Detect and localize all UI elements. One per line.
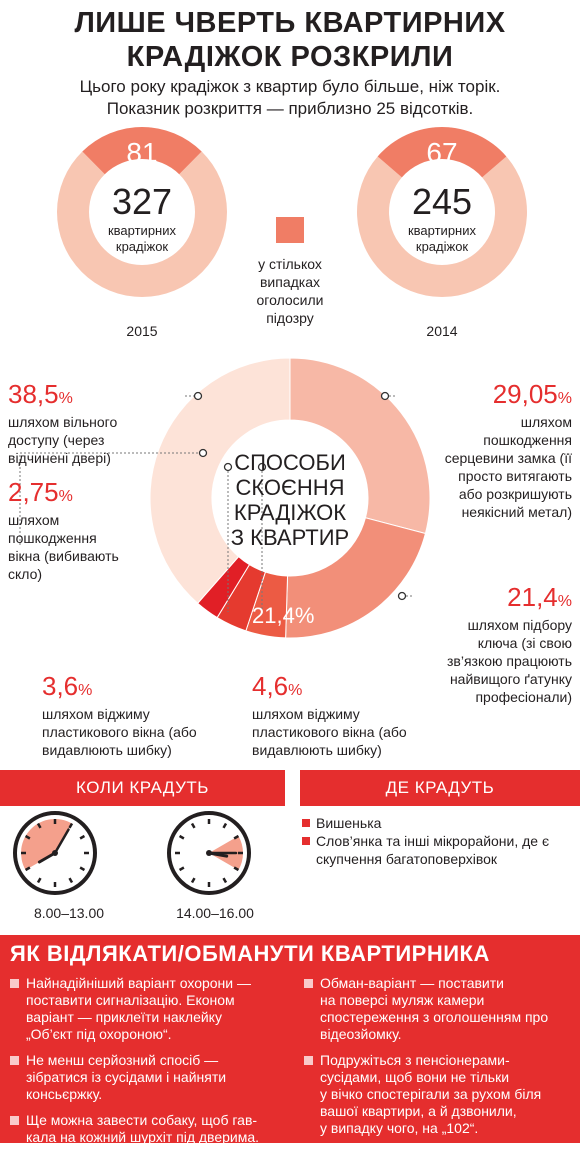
donut-2014 bbox=[357, 126, 527, 297]
clock-tick bbox=[190, 877, 196, 884]
tip-item: Обман-варіант — поставити на поверсі муля… bbox=[302, 975, 564, 1043]
tips-right-column: Обман-варіант — поставити на поверсі муля… bbox=[302, 975, 564, 1146]
leader-dot bbox=[397, 591, 407, 601]
tips-left-column: Найнадійніший варіант охорони — поставити… bbox=[8, 975, 270, 1155]
suspected-2015: 81 bbox=[126, 137, 158, 168]
page-title-line1: ЛИШЕ ЧВЕРТЬ КВАРТИРНИХ bbox=[74, 7, 506, 39]
bullet-icon bbox=[302, 837, 310, 845]
clock-tick bbox=[222, 877, 228, 884]
subtitle-line2: Показник розкриття — приблизно 25 відсот… bbox=[106, 99, 474, 118]
method-key-picking: 21,4% шляхом підбору ключа (зі свою зв’я… bbox=[447, 582, 572, 705]
clock-minute-hand bbox=[53, 828, 70, 855]
where-item: Слов’янка та інші мікрорайони, де є скуп… bbox=[302, 832, 572, 868]
label-2015: квартирних крадіжок bbox=[107, 223, 176, 254]
clock-time-range bbox=[20, 819, 73, 870]
bullet-icon bbox=[304, 979, 313, 988]
clock-tick bbox=[233, 834, 240, 840]
clock-tick bbox=[24, 834, 31, 840]
subtitle-line1: Цього року крадіжок з квартир було більш… bbox=[79, 77, 501, 96]
donut-remainder-segment bbox=[357, 156, 527, 297]
leader-dot bbox=[223, 462, 233, 472]
tips-panel: ЯК ВІДЛЯКАТИ/ОБМАНУТИ КВАРТИРНИКА Найнад… bbox=[0, 935, 580, 1146]
method-window-press-4-6: 4,6% шляхом віджиму пластикового вікна (… bbox=[252, 671, 407, 758]
methods-donut bbox=[149, 357, 431, 639]
method-window-break: 2,75% шляхом пошкодження вікна (вибивают… bbox=[8, 477, 119, 582]
method-segment bbox=[285, 517, 427, 639]
total-2014: 245 bbox=[411, 181, 473, 222]
clock-tick bbox=[190, 822, 196, 829]
when-header: КОЛИ КРАДУТЬ bbox=[0, 770, 285, 806]
donut-suspected-segment bbox=[82, 126, 202, 175]
clock-tick bbox=[24, 866, 31, 872]
label-2014: квартирних крадіжок bbox=[407, 223, 476, 254]
method-segment bbox=[289, 357, 431, 535]
clock-tick bbox=[36, 822, 42, 829]
bullet-icon bbox=[10, 1056, 19, 1065]
legend-label: у стількох випадках оголосили підозру bbox=[256, 256, 324, 326]
leader-dot bbox=[380, 391, 390, 401]
clocks bbox=[13, 811, 251, 895]
clock-tick bbox=[79, 866, 86, 872]
tip-item: Найнадійніший варіант охорони — поставити… bbox=[8, 975, 270, 1043]
tips-title: ЯК ВІДЛЯКАТИ/ОБМАНУТИ КВАРТИРНИКА bbox=[10, 941, 490, 966]
where-item: Вишенька bbox=[302, 814, 572, 832]
tip-item: Ще можна завести собаку, щоб гав-кала на… bbox=[8, 1112, 270, 1146]
bullet-icon bbox=[10, 979, 19, 988]
where-header: ДЕ КРАДУТЬ bbox=[300, 770, 580, 806]
bullet-icon bbox=[302, 819, 310, 827]
where-list: Вишенька Слов’янка та інші мікрорайони, … bbox=[302, 814, 572, 868]
inner-label: 21,4% bbox=[252, 603, 315, 628]
bullet-icon bbox=[304, 1056, 313, 1065]
page-title-line2: КРАДІЖОК РОЗКРИЛИ bbox=[126, 41, 454, 73]
clock-tick bbox=[233, 866, 240, 872]
clock-tick bbox=[178, 866, 185, 872]
leader-line bbox=[19, 452, 203, 545]
clock-tick bbox=[36, 877, 42, 884]
year-2014: 2014 bbox=[426, 323, 458, 339]
donut-suspected-segment bbox=[377, 126, 507, 178]
bullet-icon bbox=[10, 1116, 19, 1125]
methods-title: СПОСОБИ СКОЄННЯ КРАДІЖОК З КВАРТИР bbox=[230, 450, 350, 550]
clock-tick bbox=[222, 822, 228, 829]
method-free-access: 38,5% шляхом вільного доступу (через від… bbox=[8, 379, 118, 466]
leader-dot bbox=[193, 391, 203, 401]
legend-swatch bbox=[276, 217, 304, 243]
donut-2015 bbox=[57, 126, 227, 297]
time-range-afternoon: 14.00–16.00 bbox=[176, 905, 254, 921]
clock-tick bbox=[79, 834, 86, 840]
tip-item: Подружіться з пенсіонерами-сусідами, щоб… bbox=[302, 1052, 564, 1137]
donut-remainder-segment bbox=[57, 151, 227, 297]
tip-item: Не менш серйозний спосіб — зібратися із с… bbox=[8, 1052, 270, 1103]
method-window-press-3-6: 3,6% шляхом віджиму пластикового вікна (… bbox=[42, 671, 197, 758]
page-subtitle: Цього року крадіжок з квартир було більш… bbox=[0, 76, 580, 120]
leader-dot bbox=[257, 462, 267, 472]
total-2015: 327 bbox=[111, 181, 173, 222]
clock-tick bbox=[68, 822, 74, 829]
method-lock-damage: 29,05% шляхом пошкодження серцевини замк… bbox=[444, 379, 572, 520]
clock-tick bbox=[68, 877, 74, 884]
clock-center bbox=[52, 850, 58, 856]
clock-tick bbox=[178, 834, 185, 840]
time-range-morning: 8.00–13.00 bbox=[33, 905, 105, 921]
suspected-2014: 67 bbox=[426, 137, 458, 168]
leader-dot bbox=[198, 448, 208, 458]
year-2015: 2015 bbox=[126, 323, 158, 339]
clock-center bbox=[206, 850, 212, 856]
method-segment bbox=[149, 357, 291, 604]
leader-lines bbox=[19, 391, 412, 612]
